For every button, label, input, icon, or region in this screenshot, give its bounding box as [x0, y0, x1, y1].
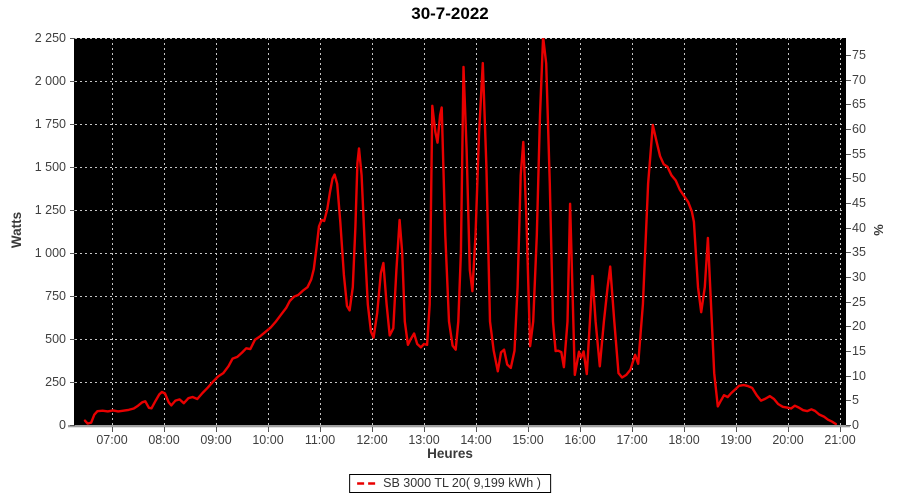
- x-tick-label: 07:00: [96, 433, 128, 447]
- y-right-tick-label: 55: [852, 146, 866, 161]
- x-tick-mark: [736, 427, 737, 432]
- x-tick-mark: [424, 427, 425, 432]
- y-right-tick-mark: [846, 55, 851, 56]
- y-right-tick-label: 65: [852, 97, 866, 112]
- x-tick-label: 14:00: [460, 433, 492, 447]
- x-tick-label: 10:00: [252, 433, 284, 447]
- x-tick-mark: [684, 427, 685, 432]
- y-right-tick-label: 75: [852, 48, 866, 62]
- y-right-tick-mark: [846, 425, 851, 426]
- y-left-tick-label: 0: [59, 418, 66, 432]
- y-left-tick-label: 1 500: [34, 160, 66, 174]
- y-left-tick-mark: [70, 210, 75, 211]
- y-left-tick-label: 250: [45, 375, 66, 389]
- y-right-tick-mark: [846, 203, 851, 204]
- y-left-tick-label: 1 250: [34, 203, 66, 217]
- y-left-tick-label: 1 750: [34, 117, 66, 131]
- x-axis-line: [68, 425, 850, 428]
- plot-svg: [75, 38, 845, 425]
- y-right-tick-label: 0: [852, 418, 859, 432]
- x-tick-label: 21:00: [824, 433, 856, 447]
- y-left-tick-mark: [70, 38, 75, 39]
- x-tick-mark: [528, 427, 529, 432]
- y-left-tick-label: 750: [45, 289, 66, 303]
- y-right-tick-mark: [846, 301, 851, 303]
- y-right-tick-label: 40: [852, 220, 866, 235]
- x-tick-mark: [840, 427, 841, 432]
- y-right-tick-mark: [846, 178, 851, 180]
- power-series-line: [83, 38, 837, 425]
- x-tick-label: 17:00: [616, 433, 648, 447]
- y-left-tick-mark: [70, 167, 75, 168]
- x-tick-mark: [164, 427, 165, 432]
- x-tick-mark: [268, 427, 269, 432]
- y-left-tick-label: 500: [45, 332, 66, 346]
- y-left-tick-mark: [70, 425, 75, 426]
- x-axis-title-heures: Heures: [427, 446, 473, 461]
- y-axis-line-left: [74, 38, 75, 428]
- x-tick-label: 16:00: [564, 433, 596, 447]
- y-right-tick-mark: [846, 375, 851, 377]
- y-right-tick-mark: [846, 400, 851, 402]
- x-tick-mark: [580, 427, 581, 432]
- y-left-tick-mark: [70, 253, 75, 254]
- legend-series-label: SB 3000 TL 20( 9,199 kWh ): [383, 476, 541, 490]
- legend-box: SB 3000 TL 20( 9,199 kWh ): [349, 474, 551, 493]
- x-tick-mark: [632, 427, 633, 432]
- x-tick-label: 09:00: [200, 433, 232, 447]
- y-left-tick-label: 2 000: [34, 74, 66, 88]
- y-axis-line-right: [845, 38, 846, 428]
- plot-area: [75, 38, 845, 425]
- y-axis-title-percent: %: [871, 224, 886, 236]
- y-right-tick-label: 10: [852, 368, 866, 383]
- y-right-tick-mark: [846, 351, 851, 352]
- x-tick-label: 18:00: [668, 433, 700, 447]
- y-right-tick-label: 35: [852, 245, 866, 260]
- y-right-tick-mark: [846, 227, 851, 229]
- y-right-tick-mark: [846, 129, 851, 130]
- y-left-tick-mark: [70, 81, 75, 82]
- y-right-tick-mark: [846, 153, 851, 155]
- y-left-tick-label: 2 250: [34, 31, 66, 45]
- y-axis-title-watts: Watts: [9, 211, 24, 249]
- y-right-tick-label: 15: [852, 344, 866, 358]
- x-tick-mark: [320, 427, 321, 432]
- y-right-tick-mark: [846, 252, 851, 254]
- x-tick-mark: [476, 427, 477, 432]
- y-right-tick-label: 5: [852, 393, 859, 408]
- y-left-tick-label: 1 000: [34, 246, 66, 260]
- y-right-tick-mark: [846, 326, 851, 328]
- y-right-tick-mark: [846, 79, 851, 81]
- y-right-tick-mark: [846, 104, 851, 106]
- x-tick-mark: [372, 427, 373, 432]
- y-right-tick-label: 25: [852, 294, 866, 309]
- x-tick-label: 13:00: [408, 433, 440, 447]
- x-tick-mark: [216, 427, 217, 432]
- y-right-tick-label: 60: [852, 122, 866, 136]
- y-left-tick-mark: [70, 296, 75, 297]
- y-right-tick-label: 20: [852, 319, 866, 334]
- y-right-tick-label: 70: [852, 72, 866, 87]
- x-tick-label: 19:00: [720, 433, 752, 447]
- x-tick-label: 20:00: [772, 433, 804, 447]
- x-tick-label: 08:00: [148, 433, 180, 447]
- y-left-tick-mark: [70, 382, 75, 383]
- y-right-tick-mark: [846, 277, 851, 278]
- y-right-tick-label: 45: [852, 196, 866, 210]
- y-left-tick-mark: [70, 124, 75, 125]
- y-left-tick-mark: [70, 339, 75, 340]
- y-right-tick-label: 30: [852, 270, 866, 284]
- chart-title: 30-7-2022: [411, 4, 489, 23]
- y-right-tick-label: 50: [852, 171, 866, 186]
- x-tick-mark: [788, 427, 789, 432]
- x-tick-label: 15:00: [512, 433, 544, 447]
- legend-series-marker-icon: [357, 481, 378, 485]
- x-tick-label: 11:00: [304, 433, 336, 447]
- x-tick-label: 12:00: [356, 433, 388, 447]
- x-tick-mark: [112, 427, 113, 432]
